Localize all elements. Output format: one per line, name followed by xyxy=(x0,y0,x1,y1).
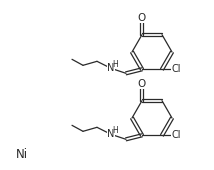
Text: O: O xyxy=(138,13,146,23)
Text: H: H xyxy=(112,126,118,135)
Text: N: N xyxy=(107,63,115,73)
Text: Cl: Cl xyxy=(171,130,181,140)
Text: N: N xyxy=(107,129,115,139)
Text: Cl: Cl xyxy=(171,64,181,74)
Text: O: O xyxy=(138,79,146,89)
Text: Ni: Ni xyxy=(16,149,28,162)
Text: H: H xyxy=(112,60,118,69)
